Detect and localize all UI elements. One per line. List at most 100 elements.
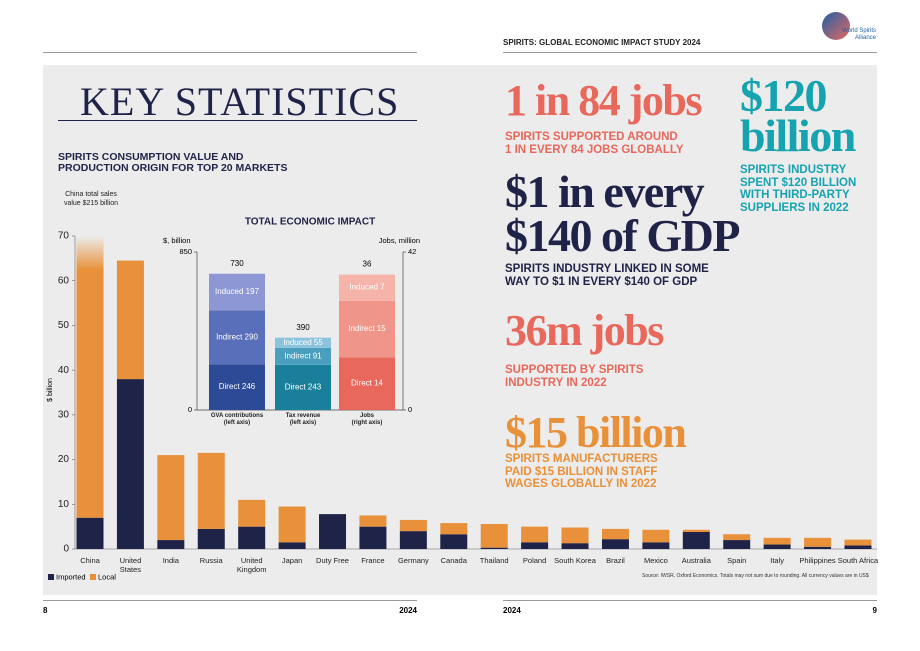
bar-segment [278, 506, 306, 543]
series-name: Induced [349, 283, 377, 292]
bar-segment [682, 529, 710, 533]
total-label: 730 [230, 259, 244, 268]
x-tick-label: South Korea [554, 556, 596, 565]
y-axis-label: $ billion [47, 378, 54, 402]
bar-segment [157, 455, 185, 541]
x-tick-label: Mexico [643, 556, 668, 565]
bar-segment [682, 532, 710, 549]
x-tick-label: Australia [681, 556, 711, 565]
bar-segment [480, 523, 508, 548]
bar-segment [76, 517, 104, 549]
bar-segment [209, 364, 265, 410]
legend-label: Local [98, 572, 116, 581]
total-label: 36 [363, 260, 372, 269]
bar-segment [359, 515, 387, 527]
legend-label: Imported [56, 572, 86, 581]
bar-segment [275, 337, 331, 348]
series-name: Indirect [216, 332, 243, 341]
bar-segment [521, 526, 549, 543]
value-label: Direct 14 [351, 379, 384, 388]
series-name: Direct [351, 379, 373, 388]
bar-segment [197, 452, 225, 529]
bar-segment [601, 528, 629, 540]
value-label: Direct 246 [219, 382, 256, 391]
bar-segment [601, 539, 629, 549]
rule [503, 600, 877, 601]
value: 197 [246, 287, 260, 296]
x-tick-label: Italy [770, 556, 784, 565]
series-name: Induced [215, 287, 243, 296]
page-number: 8 [43, 606, 48, 615]
axis-title: $, billion [163, 236, 191, 245]
x-tick-label: Philippines [799, 556, 836, 565]
y2-tick-label: 42 [408, 247, 416, 256]
bar-segment [359, 526, 387, 549]
x-tick-label: China [80, 556, 100, 565]
x-tick-label: United States [119, 556, 142, 574]
value: 14 [374, 379, 383, 388]
value-label: Induced 7 [349, 283, 385, 292]
value: 243 [308, 383, 322, 392]
y-tick-label: 850 [179, 247, 192, 256]
x-tick-label: Japan [281, 556, 303, 565]
stat-headline: 36m jobs [505, 306, 664, 355]
bar-segment [440, 534, 468, 549]
bar-segment [642, 542, 670, 549]
value: 15 [377, 324, 386, 333]
bar-segment [116, 260, 144, 380]
value-label: Indirect 15 [348, 324, 386, 333]
y-tick-label: 10 [58, 499, 70, 510]
rule [503, 52, 877, 53]
y-tick-label: 60 [58, 275, 70, 286]
rule [43, 600, 417, 601]
bar-segment [339, 274, 395, 301]
series-name: Induced [283, 338, 311, 347]
bar-segment [723, 540, 751, 549]
bar-segment [339, 300, 395, 358]
x-tick-label: Duty Free [316, 556, 349, 565]
stat-headline: $120 billion [740, 70, 856, 161]
value-label: Induced 197 [215, 287, 260, 296]
bar-segment [209, 273, 265, 311]
bar-segment [238, 526, 266, 549]
year: 2024 [503, 606, 521, 615]
x-tick-label: Spain [727, 556, 747, 565]
bar-segment [763, 544, 791, 549]
series-name: Indirect [284, 351, 311, 360]
bar-segment [278, 542, 306, 549]
total-label: 390 [296, 323, 310, 332]
bar-segment [116, 379, 144, 549]
value-label: Indirect 91 [284, 351, 322, 360]
bar-segment [561, 527, 589, 544]
bar-segment [763, 537, 791, 545]
bar-segment [275, 347, 331, 365]
x-tick-label: Poland [522, 556, 547, 565]
bar-segment [521, 542, 549, 549]
x-tick-label: United Kingdom [236, 556, 267, 574]
legend-swatch [48, 574, 54, 580]
stat-text: SPIRITS SUPPORTED AROUND 1 IN EVERY 84 J… [505, 131, 684, 156]
value: 91 [313, 351, 322, 360]
stat-headline: $15 billion [505, 408, 687, 457]
bar-segment [561, 543, 589, 549]
value: 290 [245, 332, 259, 341]
x-tick-label: Thailand [479, 556, 509, 565]
series-name: Direct [219, 382, 241, 391]
rule [58, 120, 417, 121]
x-tick-label: Tax revenue (left axis) [285, 413, 321, 426]
bar-segment [399, 519, 427, 532]
bar-segment [440, 523, 468, 535]
bar-segment [157, 540, 185, 549]
bar-segment [642, 529, 670, 543]
page-title: KEY STATISTICS [80, 79, 400, 124]
logo-text: World Spirits Alliance [842, 28, 876, 41]
bar-segment [209, 310, 265, 365]
bar-segment [723, 534, 751, 541]
y-tick-label: 50 [58, 320, 70, 331]
bar-segment [197, 528, 225, 549]
bar-segment [319, 514, 347, 549]
y-tick-label: 0 [63, 544, 69, 555]
y2-tick-label: 0 [408, 405, 412, 414]
